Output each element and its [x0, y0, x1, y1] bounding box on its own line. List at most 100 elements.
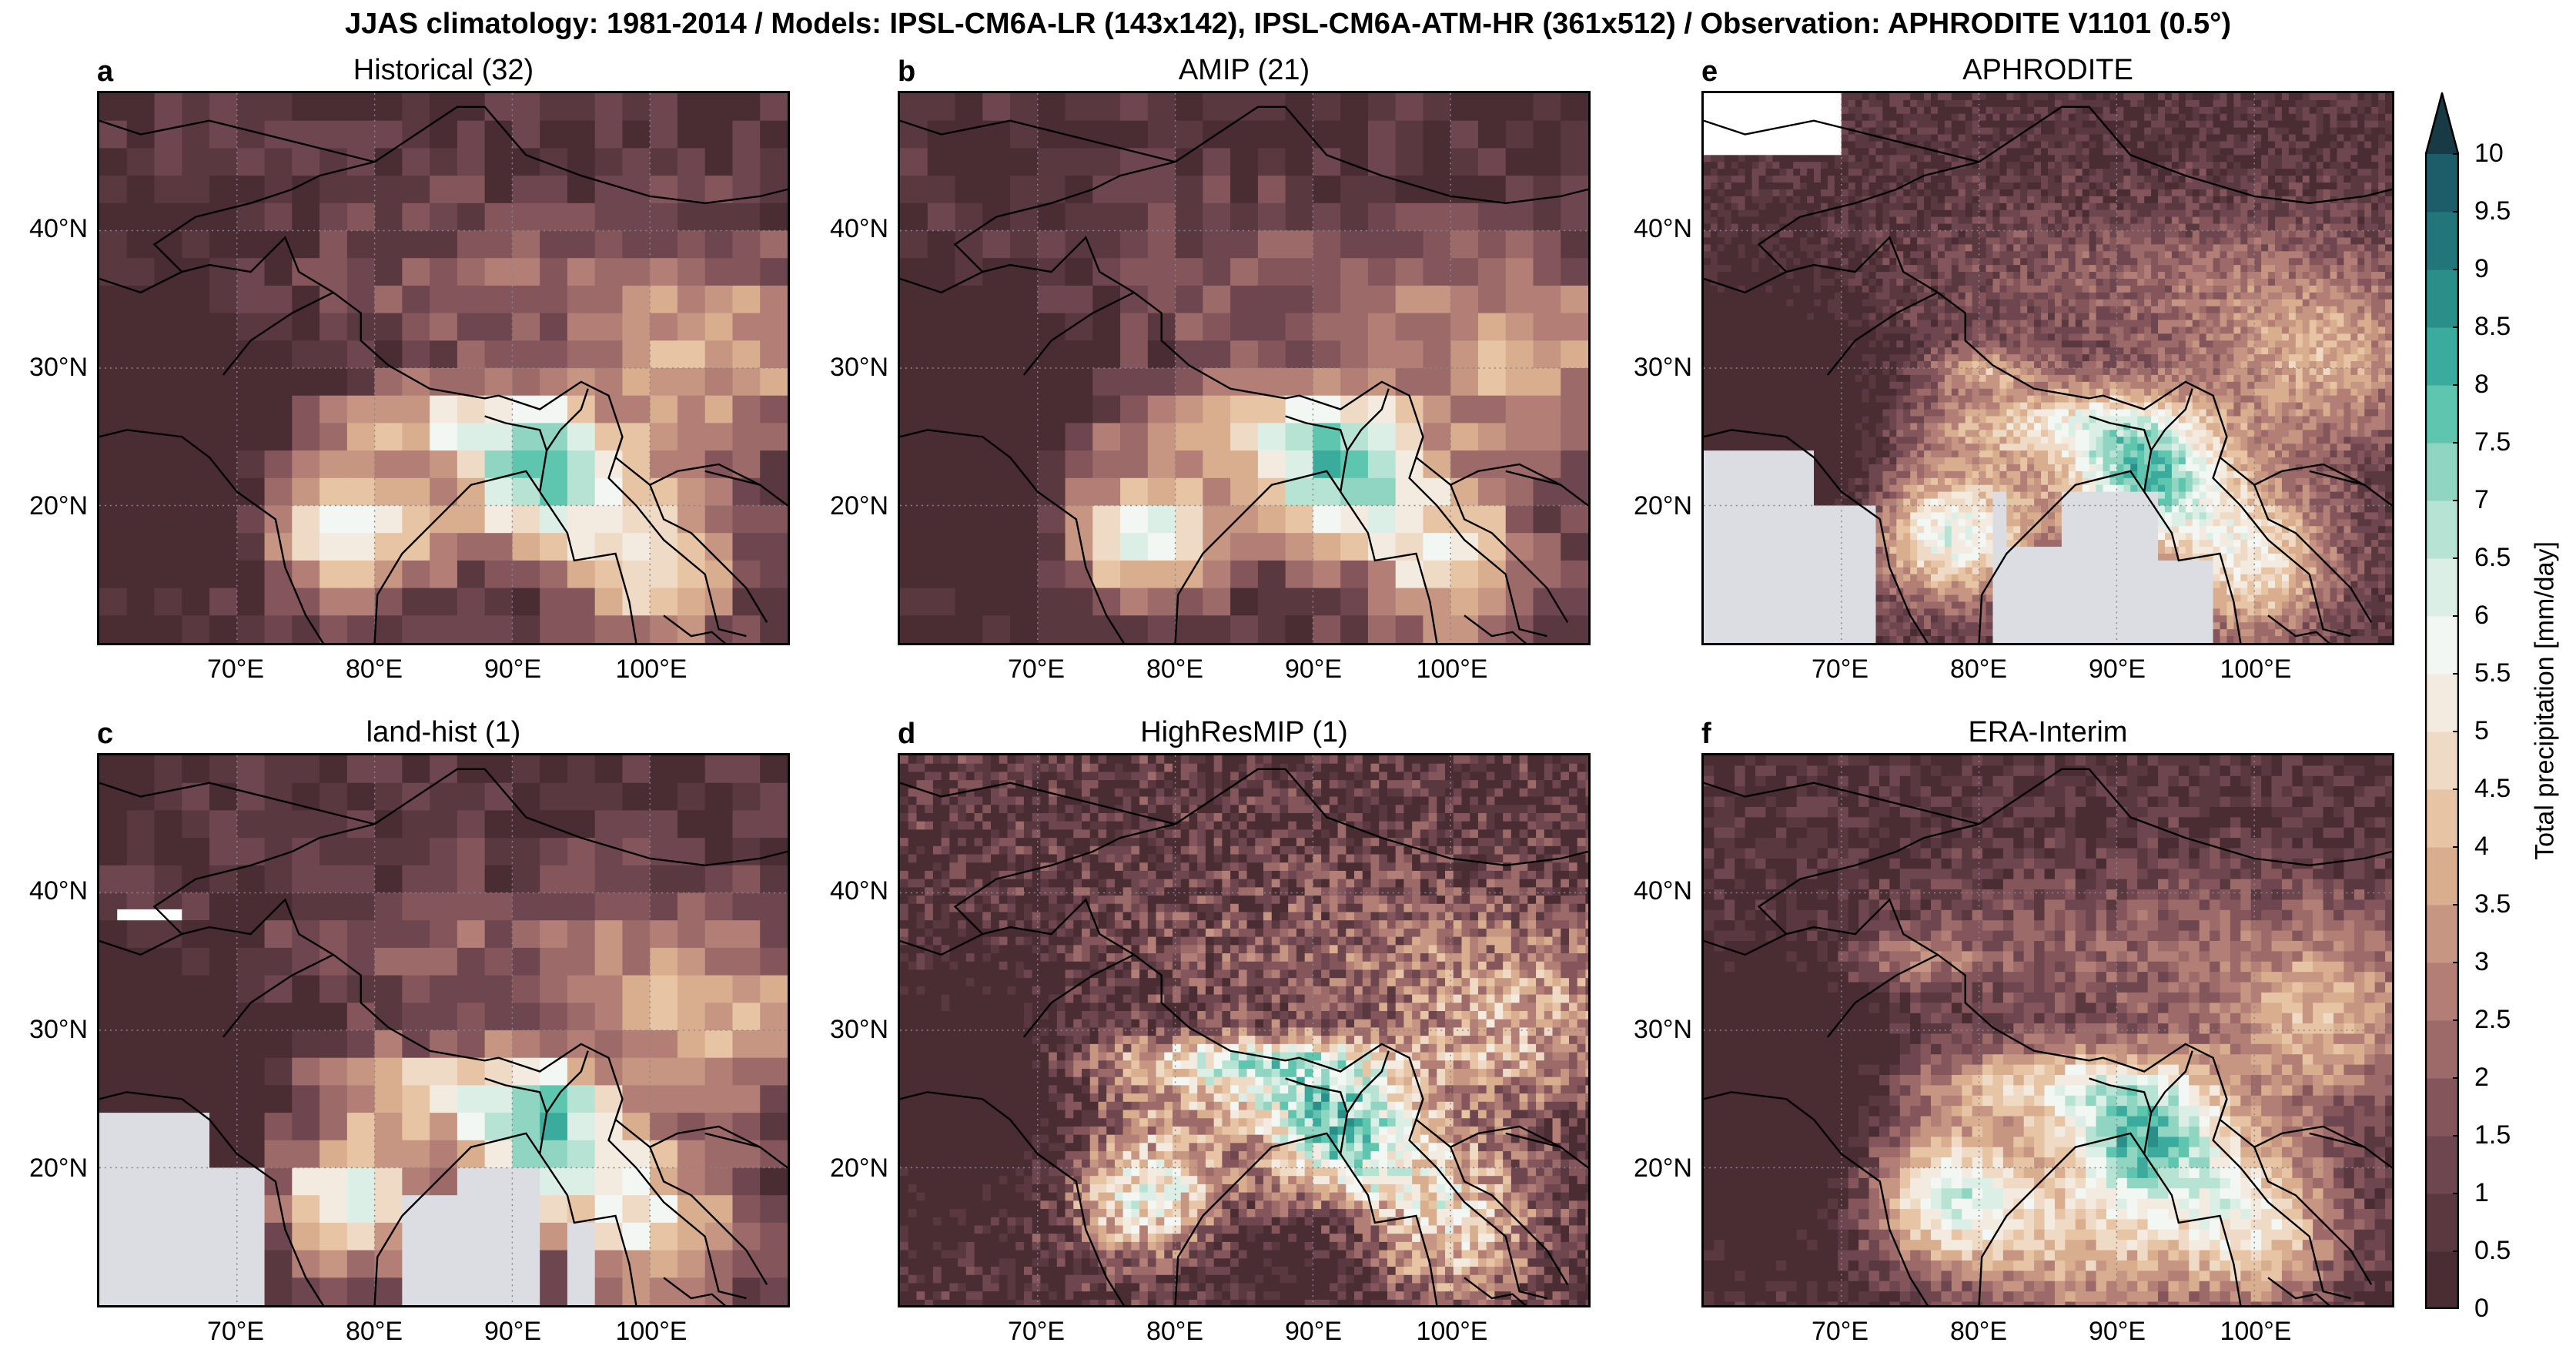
- precip-grid: [99, 755, 788, 1305]
- colorbar-bin: [2425, 327, 2459, 386]
- lon-tick-label: 100°E: [2220, 1317, 2292, 1346]
- country-border: [2309, 1132, 2392, 1169]
- lon-tick-label: 80°E: [345, 1317, 403, 1346]
- lon-tick-label: 70°E: [1007, 1317, 1066, 1346]
- map-panel-aphrodite: [1701, 91, 2394, 645]
- country-border: [2089, 1077, 2153, 1113]
- country-border: [1704, 236, 2365, 487]
- colorbar-tick-label: 6: [2474, 601, 2489, 630]
- country-border: [1285, 415, 1349, 451]
- lat-tick-label: 20°N: [830, 491, 888, 521]
- colorbar-tick-label: 5: [2474, 716, 2489, 745]
- colorbar-tick-label: 3.5: [2474, 889, 2511, 919]
- colorbar-bin: [2425, 385, 2459, 444]
- colorbar-tick-label: 1: [2474, 1178, 2489, 1207]
- lon-tick-label: 90°E: [2088, 1317, 2146, 1346]
- colorbar-tick-label: 5.5: [2474, 658, 2511, 688]
- country-border: [1704, 782, 1979, 825]
- country-border: [900, 898, 1561, 1149]
- country-border: [1408, 436, 1547, 638]
- country-border: [607, 1098, 747, 1300]
- country-border: [900, 1091, 1438, 1305]
- country-border: [1339, 388, 1390, 492]
- map-amip: [900, 93, 1588, 643]
- country-border: [222, 291, 334, 376]
- country-border: [2212, 436, 2351, 638]
- map-land-hist: [99, 755, 788, 1305]
- colorbar-bin: [2425, 732, 2459, 790]
- colorbar-extend-arrow: [2425, 92, 2459, 154]
- colorbar-tick-label: 6.5: [2474, 543, 2511, 572]
- lat-tick-label: 20°N: [1634, 491, 1692, 521]
- colorbar-bin: [2425, 212, 2459, 270]
- country-border: [1285, 1077, 1349, 1113]
- colorbar-bin: [2425, 1194, 2459, 1252]
- colorbar-bin: [2425, 1136, 2459, 1194]
- lon-tick-label: 90°E: [483, 1317, 542, 1346]
- country-border: [704, 470, 788, 507]
- map-panel-land-hist: [97, 753, 790, 1307]
- country-border: [1757, 768, 2392, 935]
- country-border: [2309, 470, 2392, 507]
- country-border: [2267, 1277, 2330, 1305]
- lon-tick-label: 80°E: [1146, 655, 1204, 684]
- colorbar-tick-label: 8: [2474, 370, 2489, 399]
- lon-tick-label: 90°E: [1284, 1317, 1343, 1346]
- lon-tick-label: 70°E: [1811, 655, 1869, 684]
- colorbar-tick-label: 3: [2474, 947, 2489, 976]
- colorbar-tick-label: 10: [2474, 139, 2504, 168]
- map-panel-amip: [898, 91, 1591, 645]
- lon-tick-label: 100°E: [615, 1317, 687, 1346]
- country-border: [538, 1050, 589, 1154]
- country-border: [484, 1077, 548, 1113]
- country-border: [1464, 1277, 1527, 1305]
- colorbar-tick-label: 9: [2474, 254, 2489, 283]
- panel-letter-a: a: [97, 55, 114, 88]
- lat-tick-label: 30°N: [29, 1015, 88, 1044]
- country-border: [222, 953, 334, 1038]
- country-border: [152, 105, 788, 273]
- lat-tick-label: 40°N: [830, 876, 888, 906]
- lon-tick-label: 90°E: [483, 655, 542, 684]
- country-border: [900, 429, 1438, 643]
- lat-tick-label: 30°N: [830, 353, 888, 382]
- country-border: [649, 1147, 768, 1285]
- lat-tick-label: 40°N: [29, 876, 88, 906]
- country-border: [2089, 415, 2153, 451]
- country-border: [2253, 484, 2373, 623]
- lon-tick-label: 100°E: [2220, 655, 2292, 684]
- lon-tick-label: 70°E: [206, 1317, 265, 1346]
- lon-tick-label: 70°E: [1007, 655, 1066, 684]
- lon-tick-label: 100°E: [1416, 1317, 1488, 1346]
- lat-tick-label: 30°N: [29, 353, 88, 382]
- colorbar-bin: [2425, 501, 2459, 559]
- map-panel-historical: [97, 91, 790, 645]
- colorbar-tick-label: 2.5: [2474, 1005, 2511, 1034]
- country-border: [2143, 388, 2193, 492]
- colorbar-bin: [2425, 1020, 2459, 1079]
- missing-data-patch: [117, 909, 182, 921]
- country-border: [953, 105, 1588, 273]
- lat-tick-label: 40°N: [1634, 214, 1692, 243]
- country-border: [2212, 1098, 2351, 1300]
- map-panel-highresmip: [898, 753, 1591, 1307]
- country-border: [1022, 953, 1135, 1038]
- country-border: [99, 1091, 637, 1305]
- colorbar-bin: [2425, 616, 2459, 675]
- lat-tick-label: 40°N: [830, 214, 888, 243]
- lat-tick-label: 40°N: [29, 214, 88, 243]
- colorbar-bin: [2425, 443, 2459, 501]
- missing-data-patch: [1704, 93, 1842, 156]
- colorbar-tick-label: 0: [2474, 1294, 2489, 1323]
- country-border: [2267, 614, 2330, 643]
- country-border: [1339, 1050, 1390, 1154]
- country-border: [99, 236, 761, 487]
- panel-title-a: Historical (32): [353, 54, 534, 86]
- colorbar-bin: [2425, 270, 2459, 328]
- lon-tick-label: 80°E: [1949, 655, 2008, 684]
- colorbar-bin: [2425, 154, 2459, 213]
- colorbar-bin: [2425, 674, 2459, 732]
- lon-tick-label: 90°E: [2088, 655, 2146, 684]
- colorbar-tick-label: 7: [2474, 485, 2489, 514]
- country-border: [1464, 614, 1527, 643]
